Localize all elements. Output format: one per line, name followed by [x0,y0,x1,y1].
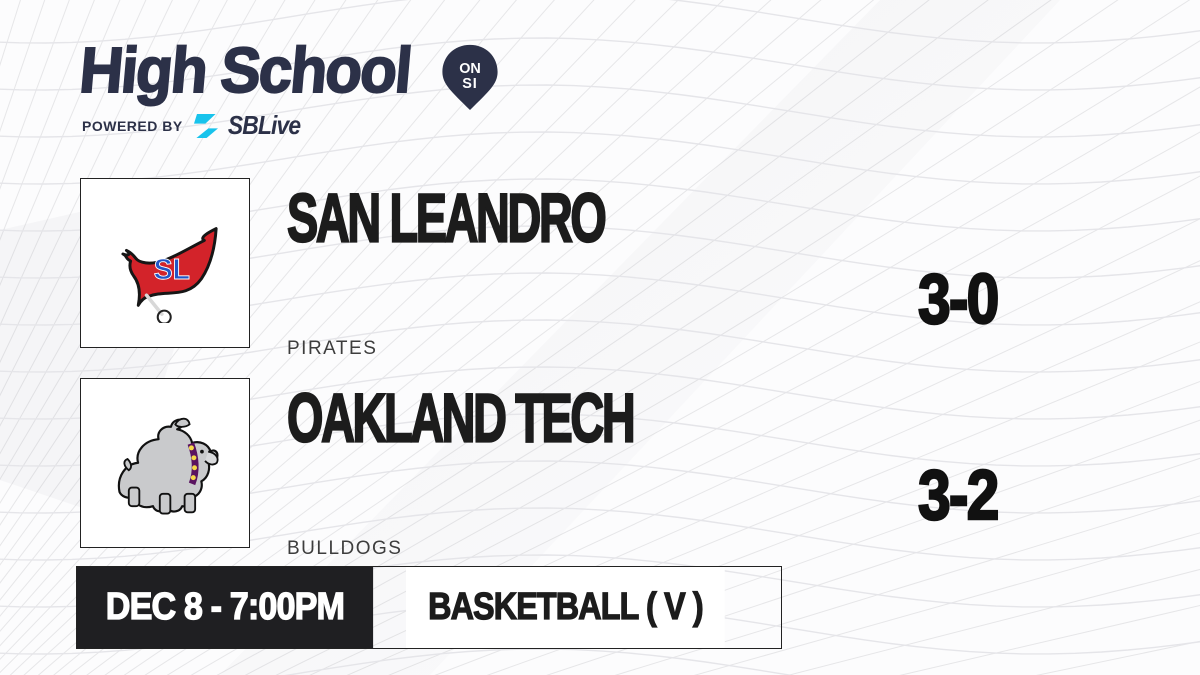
svg-text:ON: ON [459,61,481,77]
svg-text:SI: SI [462,76,477,92]
svg-text:SL: SL [154,254,190,286]
